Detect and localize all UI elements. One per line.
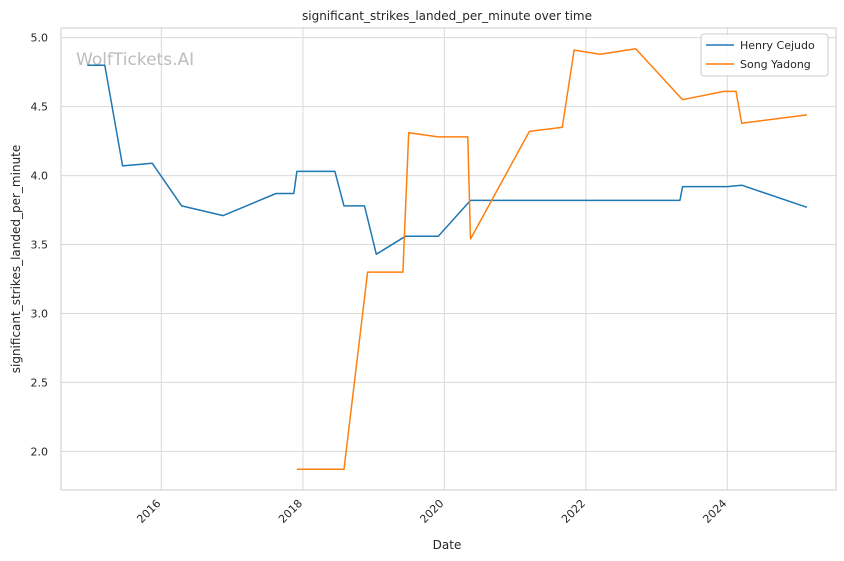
y-tick-label: 3.5 <box>31 239 49 252</box>
x-tick-label: 2018 <box>276 497 305 526</box>
x-tick-label: 2020 <box>417 497 446 526</box>
y-tick-label: 2.0 <box>31 445 49 458</box>
y-tick-label: 4.5 <box>31 101 49 114</box>
legend-label: Song Yadong <box>740 58 811 71</box>
x-axis-ticks: 2016 2018 2020 2022 2024 <box>134 497 729 526</box>
legend-label: Henry Cejudo <box>740 39 815 52</box>
y-tick-label: 4.0 <box>31 170 49 183</box>
series-group <box>87 47 808 471</box>
watermark: WolfTickets.AI <box>76 50 194 70</box>
y-tick-label: 5.0 <box>31 32 49 45</box>
x-tick-label: 2024 <box>700 497 729 526</box>
chart-title: significant_strikes_landed_per_minute ov… <box>302 9 592 23</box>
y-tick-label: 2.5 <box>31 376 49 389</box>
series-line-song-yadong <box>296 47 807 471</box>
x-tick-label: 2016 <box>134 497 163 526</box>
legend: Henry Cejudo Song Yadong <box>700 33 829 77</box>
x-axis-label: Date <box>433 538 462 552</box>
y-axis-label: significant_strikes_landed_per_minute <box>9 145 23 374</box>
plot-frame <box>60 27 837 491</box>
y-axis-ticks: 2.0 2.5 3.0 3.5 4.0 4.5 5.0 <box>31 32 49 459</box>
x-tick-label: 2022 <box>559 497 588 526</box>
grid <box>61 28 836 490</box>
y-tick-label: 3.0 <box>31 307 49 320</box>
series-line-henry-cejudo <box>87 64 808 255</box>
